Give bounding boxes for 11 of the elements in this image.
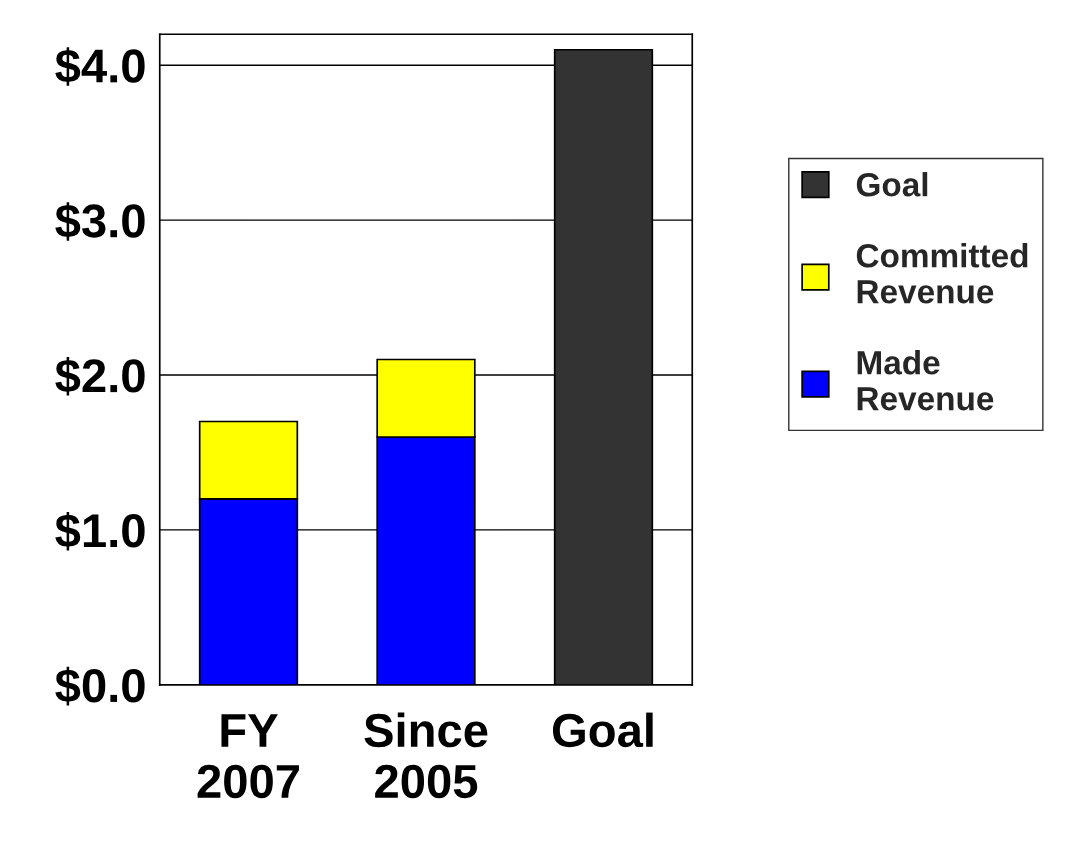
y-tick-label: $3.0 — [55, 202, 145, 241]
x-tick-label: FY 2007 — [197, 714, 299, 799]
y-tick-label: $4.0 — [55, 47, 145, 86]
y-tick-label: $1.0 — [55, 511, 145, 551]
x-tick-label: Goal — [552, 712, 653, 748]
y-tick-label: $2.0 — [55, 357, 145, 396]
legend-label: Made Revenue — [857, 350, 994, 411]
legend-label: Goal — [856, 172, 928, 197]
legend-label: Committed Revenue — [856, 243, 1028, 304]
x-tick-label: Since 2005 — [364, 712, 488, 799]
y-tick-label: $0.0 — [55, 666, 145, 706]
